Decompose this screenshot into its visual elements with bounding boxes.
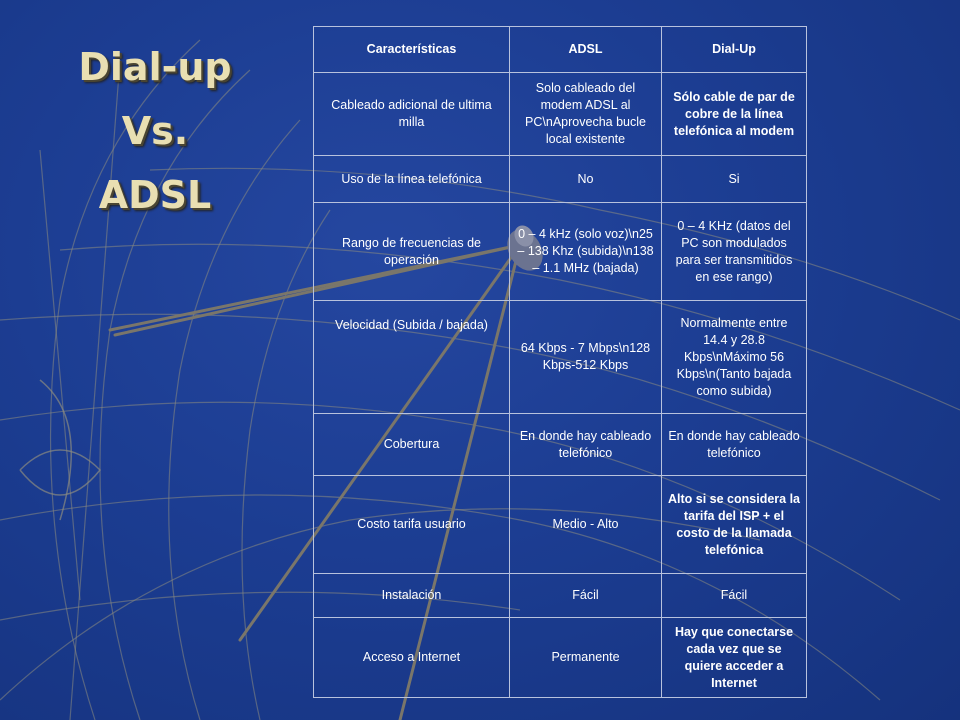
cell-adsl: Fácil (509, 573, 662, 618)
cell-adsl: En donde hay cableado telefónico (509, 413, 662, 476)
cell-feature: Rango de frecuencias de operación (313, 202, 510, 301)
cell-dialup: Alto si se considera la tarifa del ISP +… (661, 475, 807, 574)
cell-adsl: 64 Kbps - 7 Mbps\n128 Kbps-512 Kbps (509, 300, 662, 414)
cell-feature: Velocidad (Subida / bajada) (313, 300, 510, 414)
comparison-table: Características ADSL Dial-Up Cableado ad… (313, 26, 807, 698)
cell-adsl: Medio - Alto (509, 475, 662, 574)
cell-feature: Costo tarifa usuario (313, 475, 510, 574)
cell-dialup: Normalmente entre 14.4 y 28.8 Kbps\nMáxi… (661, 300, 807, 414)
cell-feature: Acceso a Internet (313, 617, 510, 698)
header-dialup: Dial-Up (661, 26, 807, 73)
title-line-2: Vs. (121, 109, 189, 153)
cell-dialup: Fácil (661, 573, 807, 618)
title-line-1: Dial-up (78, 45, 232, 89)
cell-adsl: Solo cableado del modem ADSL al PC\nApro… (509, 72, 662, 156)
table-row: Velocidad (Subida / bajada) 64 Kbps - 7 … (313, 300, 807, 414)
cell-feature: Uso de la línea telefónica (313, 155, 510, 203)
table-header-row: Características ADSL Dial-Up (313, 26, 807, 73)
table-row: Instalación Fácil Fácil (313, 573, 807, 618)
table-row: Cobertura En donde hay cableado telefóni… (313, 413, 807, 476)
table-row: Cableado adicional de ultima milla Solo … (313, 72, 807, 156)
cell-feature: Cableado adicional de ultima milla (313, 72, 510, 156)
cell-dialup: Si (661, 155, 807, 203)
cell-feature: Cobertura (313, 413, 510, 476)
cell-dialup: 0 – 4 KHz (datos del PC son modulados pa… (661, 202, 807, 301)
cell-adsl: 0 – 4 kHz (solo voz)\n25 – 138 Khz (subi… (509, 202, 662, 301)
table-row: Costo tarifa usuario Medio - Alto Alto s… (313, 475, 807, 574)
cell-dialup: Sólo cable de par de cobre de la línea t… (661, 72, 807, 156)
slide-title: Dial-up Vs. ADSL (60, 48, 250, 240)
table-row: Acceso a Internet Permanente Hay que con… (313, 617, 807, 698)
cell-adsl: No (509, 155, 662, 203)
header-adsl: ADSL (509, 26, 662, 73)
table-row: Rango de frecuencias de operación 0 – 4 … (313, 202, 807, 301)
cell-adsl: Permanente (509, 617, 662, 698)
table-row: Uso de la línea telefónica No Si (313, 155, 807, 203)
cell-dialup: En donde hay cableado telefónico (661, 413, 807, 476)
title-line-3: ADSL (98, 173, 212, 217)
header-caracteristicas: Características (313, 26, 510, 73)
cell-feature: Instalación (313, 573, 510, 618)
cell-dialup: Hay que conectarse cada vez que se quier… (661, 617, 807, 698)
